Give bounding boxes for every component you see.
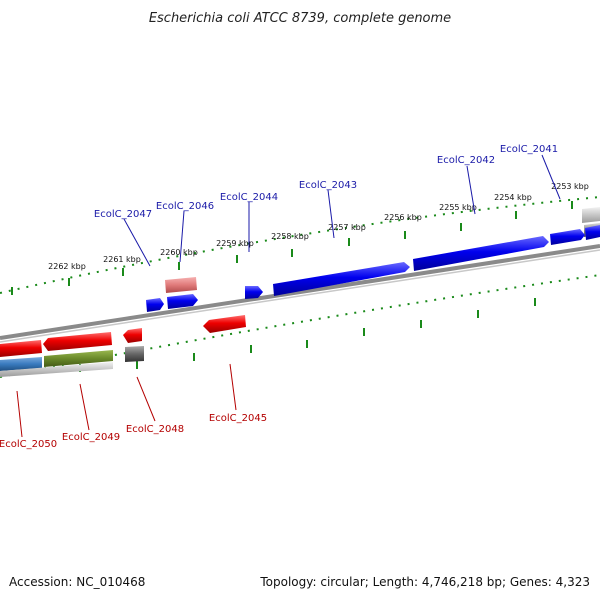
reverse-scale-ring — [0, 274, 600, 378]
backbone-inner — [0, 249, 600, 343]
forward-major-ticks — [11, 201, 573, 295]
gene-ecolc-2048[interactable] — [123, 328, 142, 343]
gene-ecolc-2044[interactable] — [245, 286, 263, 299]
gene-label-ecolc-2042[interactable]: EcolC_2042 — [437, 155, 495, 166]
scale-labels: 2253 kbp 2254 kbp 2255 kbp 2256 kbp 2257… — [48, 182, 589, 271]
backbone-outer — [0, 244, 600, 340]
gene-label-ecolc-2046[interactable]: EcolC_2046 — [156, 201, 214, 212]
gene-label-ecolc-2047[interactable]: EcolC_2047 — [94, 209, 152, 220]
gene-ecolc-2047[interactable] — [146, 298, 164, 312]
gene-label-ecolc-2049[interactable]: EcolC_2049 — [62, 432, 120, 443]
gene-label-ecolc-2043[interactable]: EcolC_2043 — [299, 180, 357, 191]
gene-ecolc-2045[interactable] — [203, 315, 246, 333]
feature-grey-track[interactable] — [0, 362, 113, 377]
scale-label: 2255 kbp — [439, 203, 477, 212]
gene-ecolc-2050[interactable] — [0, 340, 42, 357]
scale-label: 2257 kbp — [328, 223, 366, 232]
gene-ecolc-2046[interactable] — [167, 294, 198, 309]
gene-label-ecolc-2050[interactable]: EcolC_2050 — [0, 439, 57, 450]
scale-label: 2254 kbp — [494, 193, 532, 202]
gene-label-ecolc-2044[interactable]: EcolC_2044 — [220, 192, 278, 203]
scale-label: 2258 kbp — [271, 232, 309, 241]
scale-label: 2262 kbp — [48, 262, 86, 271]
gene-label-ecolc-2048[interactable]: EcolC_2048 — [126, 424, 184, 435]
accession-text: Accession: NC_010468 — [9, 575, 145, 589]
map-title: Escherichia coli ATCC 8739, complete gen… — [149, 11, 451, 26]
feature-grey-light[interactable] — [582, 207, 600, 223]
gene-forward-edge[interactable] — [585, 225, 600, 240]
scale-label: 2260 kbp — [160, 248, 198, 257]
genome-summary-text: Topology: circular; Length: 4,746,218 bp… — [259, 575, 590, 589]
scale-label: 2253 kbp — [551, 182, 589, 191]
gene-ecolc-2042[interactable] — [413, 236, 549, 271]
scale-label: 2261 kbp — [103, 255, 141, 264]
feature-blue[interactable] — [0, 357, 42, 371]
gene-label-ecolc-2045[interactable]: EcolC_2045 — [209, 413, 267, 424]
forward-scale-ring — [0, 196, 600, 294]
scale-label: 2259 kbp — [216, 239, 254, 248]
feature-grey-dark[interactable] — [125, 346, 144, 362]
gene-ecolc-2041[interactable] — [550, 229, 585, 245]
gene-ecolc-2043[interactable] — [273, 262, 410, 296]
feature-pink[interactable] — [165, 277, 197, 293]
gene-ecolc-2049[interactable] — [43, 332, 112, 351]
reverse-label-leaders — [16, 363, 237, 438]
gene-label-ecolc-2041[interactable]: EcolC_2041 — [500, 144, 558, 155]
feature-green[interactable] — [44, 350, 113, 367]
scale-label: 2256 kbp — [384, 213, 422, 222]
forward-label-leaders — [123, 154, 561, 267]
